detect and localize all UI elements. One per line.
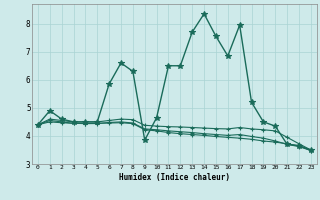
X-axis label: Humidex (Indice chaleur): Humidex (Indice chaleur) bbox=[119, 173, 230, 182]
